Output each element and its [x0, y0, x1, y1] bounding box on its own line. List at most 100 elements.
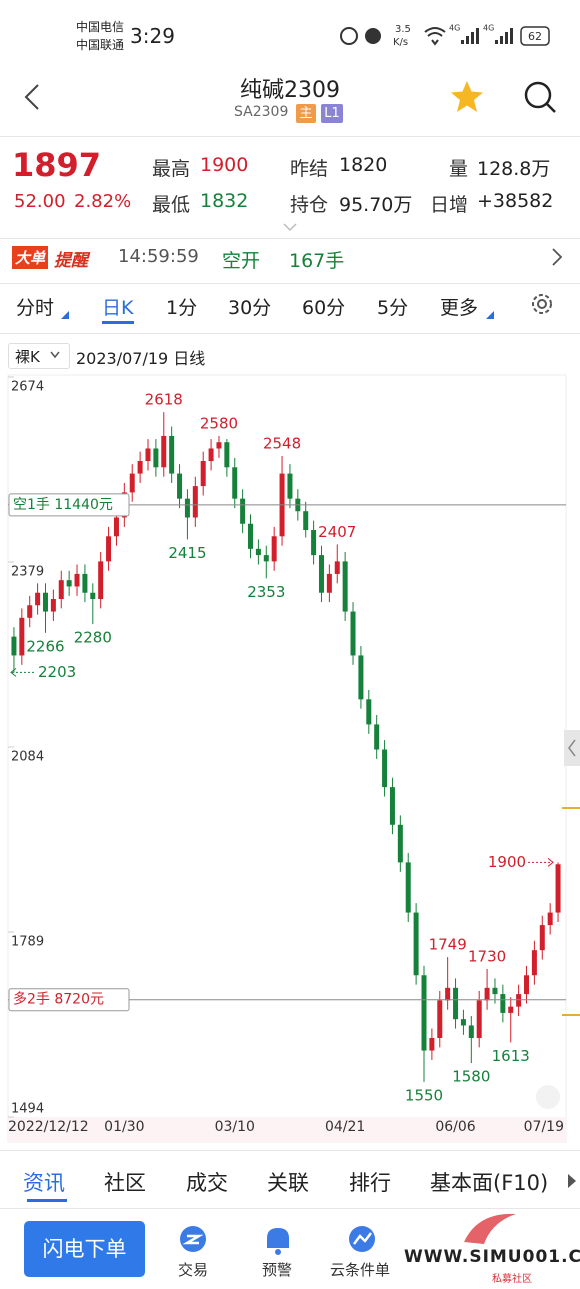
position-label: 多2手 8720元 [13, 991, 104, 1008]
bottom-tab[interactable]: 基本面(F10) [430, 1171, 549, 1195]
side-handle-icon [568, 739, 576, 757]
period-tab[interactable]: 日K [102, 297, 134, 319]
bottom-tab[interactable]: 社区 [104, 1171, 146, 1195]
mode-selector[interactable] [8, 343, 70, 369]
bottom-tab[interactable]: 关联 [267, 1171, 309, 1195]
candle-body [200, 461, 206, 487]
candle-body [524, 975, 530, 995]
low-label: 1550 [405, 1086, 443, 1104]
candle-body [27, 605, 33, 618]
candle-body [106, 536, 112, 562]
field-value: 1832 [200, 190, 249, 212]
bottom-tab[interactable]: 资讯 [23, 1171, 65, 1195]
candle-body [516, 994, 522, 1007]
volume-strip [8, 1117, 566, 1142]
candle-body [113, 517, 119, 537]
candle-body [248, 523, 254, 549]
back-button[interactable] [20, 82, 44, 112]
period-tab[interactable]: 分时 [16, 297, 55, 319]
candle-body [232, 467, 238, 499]
candle-body [374, 724, 380, 750]
candle-body [500, 994, 506, 1013]
carrier: 中国电信 [76, 20, 125, 34]
clock: 3:29 [130, 24, 175, 48]
candle-body [555, 864, 561, 913]
candle-body [216, 442, 222, 449]
candle-body [208, 448, 214, 462]
high-label: 2548 [263, 435, 301, 453]
signal-icon [495, 28, 513, 44]
candle-body [58, 580, 64, 599]
watermark-site: WWW.SIMU001.CN [404, 1247, 580, 1267]
field-value: 128.8万 [477, 158, 551, 180]
bottom-tab[interactable]: 排行 [349, 1171, 391, 1195]
divider [0, 333, 580, 334]
speed: 3.5 [395, 24, 411, 35]
period-tab[interactable]: 30分 [228, 297, 272, 319]
alert-action: 空开 [222, 250, 261, 272]
field-label: 最高 [152, 158, 191, 180]
bottom-item[interactable]: 交易 [178, 1261, 209, 1279]
field-value: 95.70万 [339, 194, 413, 216]
chart-date: 2023/07/19 日线 [76, 349, 206, 368]
y-tick-label: 1494 [11, 1102, 44, 1117]
candle-body [263, 555, 269, 562]
high-label: 2407 [318, 523, 356, 541]
bottom-tab[interactable]: 成交 [186, 1171, 228, 1195]
candle-body [334, 561, 340, 574]
candle-body [429, 1037, 435, 1051]
quick-order-button[interactable]: 闪电下单 [24, 1221, 145, 1277]
contract-code: SA2309 [234, 104, 289, 120]
low-label: 2353 [247, 583, 285, 601]
bottom-item[interactable]: 云条件单 [330, 1261, 391, 1279]
y-tick-label: 2379 [11, 565, 44, 580]
network: 4G [483, 24, 494, 33]
field-value: 1820 [339, 154, 388, 176]
candle-body [311, 530, 317, 556]
alert-badge: 大单 [12, 246, 49, 269]
mode-label: 裸K [15, 348, 40, 366]
high-label: 2618 [145, 391, 183, 409]
divider [0, 136, 580, 137]
favorite-button[interactable] [449, 79, 485, 115]
bottom-item[interactable]: 预警 [262, 1261, 293, 1279]
arrow-head [547, 857, 554, 867]
period-tab[interactable]: 更多 [440, 297, 479, 319]
fullscreen-button[interactable] [536, 1085, 560, 1109]
tab-indicator [27, 1199, 67, 1202]
candle-body [453, 987, 459, 1020]
wifi-icon [424, 27, 446, 46]
battery [520, 26, 550, 46]
field-label: 昨结 [290, 158, 329, 180]
period-tab[interactable]: 1分 [166, 297, 198, 319]
low-label: 2203 [38, 663, 76, 681]
alert-icon[interactable] [267, 1228, 289, 1248]
divider [0, 283, 580, 284]
badge: 主 [296, 104, 316, 123]
candle-body [342, 561, 348, 612]
candle-body [547, 912, 553, 926]
candle-body [98, 561, 104, 599]
candle-body [129, 473, 135, 493]
watermark-name: 私募社区 [492, 1274, 532, 1285]
expand-icon[interactable] [282, 222, 298, 232]
plot-area [7, 374, 567, 1143]
position-box [8, 988, 130, 1012]
high-label: 2580 [200, 414, 238, 432]
x-tick-label: 06/06 [435, 1119, 475, 1135]
candle-body [389, 787, 395, 825]
y-tick-label: 2084 [11, 750, 44, 765]
low-label: 2266 [26, 637, 64, 655]
search-button[interactable] [522, 79, 558, 115]
candle-body [468, 1025, 474, 1038]
settings-button[interactable] [529, 291, 555, 317]
period-tab[interactable]: 60分 [302, 297, 346, 319]
candle-body [350, 611, 356, 656]
period-tab[interactable]: 5分 [377, 297, 409, 319]
alert-badge: 提醒 [54, 251, 88, 271]
side-handle[interactable] [564, 730, 580, 766]
tab-indicator [102, 321, 134, 324]
alert-more[interactable] [550, 247, 564, 267]
high-label: 1730 [468, 948, 506, 966]
candle-body [476, 1000, 482, 1038]
